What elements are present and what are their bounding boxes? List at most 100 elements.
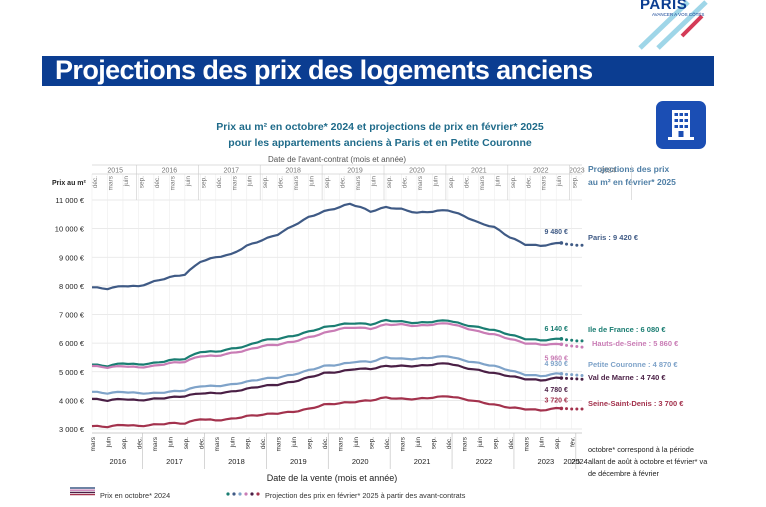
october-value-label: 4 930 €: [545, 361, 568, 368]
bottom-year-label: 2021: [414, 457, 431, 466]
top-month-label: déc.: [216, 176, 223, 188]
projection-value-label: Ile de France : 6 080 €: [588, 325, 666, 334]
bottom-month-label: sep.: [183, 437, 190, 449]
y-tick-label: 4 000 €: [59, 396, 85, 405]
projection-point: [565, 372, 569, 376]
legend-projection-dot: [238, 492, 242, 496]
projection-point: [580, 345, 584, 349]
top-year-label: 2024: [600, 168, 616, 175]
top-month-label: sep.: [448, 176, 455, 188]
bottom-month-label: sep.: [554, 437, 561, 449]
top-month-label: mars: [355, 175, 362, 190]
projection-point: [575, 339, 579, 343]
top-month-label: mars: [541, 175, 548, 190]
top-month-label: juin: [123, 176, 130, 188]
top-year-label: 2017: [223, 168, 239, 175]
footnote: octobre* correspond à la période allant …: [588, 445, 708, 478]
title-bar: [42, 56, 714, 86]
logo-tagline: AVANCER A VOS CÔTÉS: [652, 12, 705, 17]
projection-point: [580, 407, 584, 411]
top-year-label: 2022: [533, 168, 549, 175]
top-month-label: mars: [107, 175, 114, 190]
series-end-point: [559, 241, 564, 245]
october-value-label: 9 480 €: [545, 229, 568, 236]
bottom-month-label: déc.: [136, 437, 143, 449]
top-month-label: déc.: [525, 176, 532, 188]
bottom-month-label: juin: [229, 437, 236, 449]
bottom-month-label: sep.: [369, 437, 376, 449]
top-year-label: 2018: [285, 168, 301, 175]
y-tick-label: 3 000 €: [59, 425, 85, 434]
y-tick-label: 8 000 €: [59, 282, 85, 291]
bottom-month-label: mars: [214, 436, 221, 451]
october-value-label: 5 960 €: [545, 355, 568, 362]
bottom-month-label: mars: [461, 436, 468, 451]
top-month-label: sep.: [510, 176, 517, 188]
bottom-year-label: 2025: [563, 457, 580, 466]
series-line-hauts-de-seine: [92, 322, 562, 369]
bottom-year-label: 2018: [228, 457, 245, 466]
top-month-label: juin: [371, 176, 378, 188]
bottom-month-label: mars: [152, 436, 159, 451]
projection-point: [575, 345, 579, 349]
bottom-month-label: sep.: [492, 437, 499, 449]
top-month-label: sep.: [386, 176, 393, 188]
y-tick-label: 11 000 €: [55, 196, 84, 205]
top-month-label: mars: [231, 175, 238, 190]
top-month-label: sep.: [262, 176, 269, 188]
x-axis-title: Date de la vente (mois et année): [267, 473, 398, 483]
series-line-paris: [92, 202, 562, 291]
series-line-petite-couronne: [92, 355, 562, 395]
bottom-month-label: déc.: [198, 437, 205, 449]
top-year-label: 2015: [107, 168, 123, 175]
top-month-label: déc.: [401, 176, 408, 188]
y-tick-label: 9 000 €: [59, 253, 85, 262]
projection-value-label: Hauts-de-Seine : 5 860 €: [592, 339, 679, 348]
series-end-point: [559, 376, 564, 380]
projection-point: [565, 338, 569, 342]
projection-point: [575, 373, 579, 377]
building-icon: [656, 101, 706, 149]
top-month-label: mars: [417, 175, 424, 190]
october-value-label: 4 780 €: [545, 387, 568, 394]
top-month-label: sep.: [572, 176, 579, 188]
top-month-label: juin: [309, 176, 316, 188]
bottom-month-label: fév.: [570, 437, 577, 447]
projection-point: [570, 373, 574, 377]
projection-point: [570, 344, 574, 348]
bottom-year-label: 2023: [538, 457, 555, 466]
top-month-label: sep.: [324, 176, 331, 188]
y-tick-label: 7 000 €: [59, 311, 85, 320]
october-value-label: 3 720 €: [545, 397, 568, 404]
top-year-label: 2023: [569, 168, 585, 175]
projection-point: [570, 243, 574, 247]
chart-title-line1: Prix au m² en octobre* 2024 et projectio…: [216, 121, 544, 133]
top-month-label: déc.: [278, 176, 285, 188]
series-end-point: [559, 371, 564, 376]
bottom-month-label: juin: [539, 437, 546, 449]
bottom-month-label: mars: [523, 436, 530, 451]
projection-point: [580, 243, 584, 247]
projection-point: [570, 377, 574, 381]
projection-point: [565, 376, 569, 380]
top-month-label: mars: [479, 175, 486, 190]
top-month-label: déc.: [154, 176, 161, 188]
top-month-label: juin: [185, 176, 192, 188]
bottom-month-label: sep.: [245, 437, 252, 449]
logo-wordmark: PARIS: [640, 0, 688, 13]
bottom-month-label: déc.: [322, 437, 329, 449]
legend-actual-label: Prix en octobre* 2024: [100, 491, 171, 500]
page-title: Projections des prix des logements ancie…: [55, 55, 593, 85]
bottom-month-label: juin: [353, 437, 360, 449]
projection-point: [565, 242, 569, 246]
bottom-month-label: juin: [415, 437, 422, 449]
projection-point: [575, 407, 579, 411]
projection-point: [570, 407, 574, 411]
legend-projection-dot: [256, 492, 260, 496]
series-line-val-de-marne: [92, 362, 562, 402]
projection-value-label: Val de Marne : 4 740 €: [588, 373, 666, 382]
october-value-label: 6 140 €: [545, 326, 568, 333]
top-year-label: 2016: [162, 168, 178, 175]
series-end-point: [559, 406, 564, 411]
